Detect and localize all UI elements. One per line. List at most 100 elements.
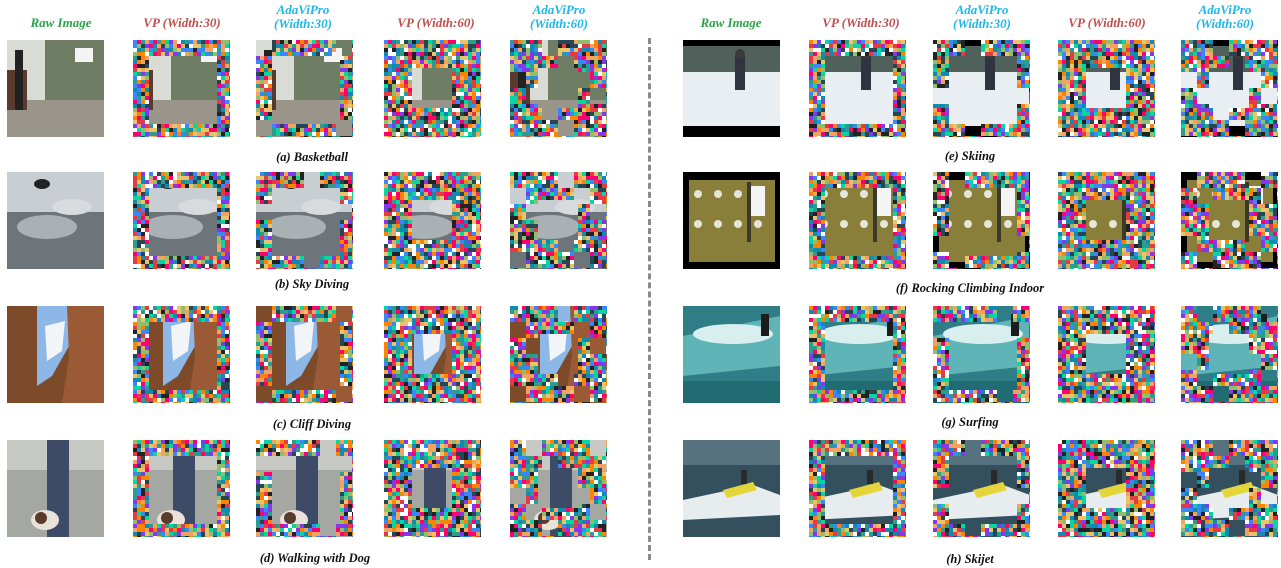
tile-walking-vp30	[133, 440, 230, 537]
tile-climbing-raw	[683, 172, 780, 269]
tile-basketball-vp60	[384, 40, 481, 137]
tile-climbing-ada30-image	[933, 172, 1030, 269]
tile-skydiving-raw-image	[7, 172, 104, 269]
tile-cliff-vp30	[133, 306, 230, 403]
tile-surfing-vp60-image	[1058, 306, 1155, 403]
header-width-label: (Width:30)	[952, 16, 1012, 31]
tile-skydiving-vp60-image	[384, 172, 481, 269]
caption-rocking-climbing-indoor: (f) Rocking Climbing Indoor	[895, 281, 1045, 295]
header-adavipro-label: AdaViPro	[532, 2, 586, 17]
tile-climbing-ada60-image	[1181, 172, 1278, 269]
tile-walking-vp60	[384, 440, 481, 537]
header-raw-image-left: Raw Image	[30, 15, 92, 30]
tile-climbing-vp60	[1058, 172, 1155, 269]
tile-skydiving-ada30-image	[256, 172, 353, 269]
tile-basketball-vp30	[133, 40, 230, 137]
tile-walking-ada30-image	[256, 440, 353, 537]
tile-skiing-ada30-image	[933, 40, 1030, 137]
tile-basketball-ada60	[510, 40, 607, 137]
tile-cliff-vp30-image	[133, 306, 230, 403]
tile-walking-ada30	[256, 440, 353, 537]
tile-skijet-vp30-image	[809, 440, 906, 537]
tile-skijet-ada30-image	[933, 440, 1030, 537]
header-vp-width60-left: VP (Width:60)	[397, 15, 475, 30]
caption-sky-diving: (b) Sky Diving	[274, 277, 350, 291]
header-vp-width60-right: VP (Width:60)	[1068, 15, 1146, 30]
header-raw-image-right: Raw Image	[700, 15, 762, 30]
tile-skiing-vp60	[1058, 40, 1155, 137]
tile-cliff-vp60	[384, 306, 481, 403]
caption-surfing: (g) Surfing	[941, 415, 999, 429]
header-adavipro-width30-right: AdaViPro (Width:30)	[927, 3, 1037, 31]
caption-skijet: (h) Skijet	[946, 552, 994, 566]
tile-walking-ada60-image	[510, 440, 607, 537]
tile-walking-raw-image	[7, 440, 104, 537]
tile-skiing-raw-image	[683, 40, 780, 137]
tile-surfing-vp30	[809, 306, 906, 403]
tile-skiing-ada60	[1181, 40, 1278, 137]
tile-skijet-ada60-image	[1181, 440, 1278, 537]
header-vp-width30-left: VP (Width:30)	[143, 15, 221, 30]
tile-climbing-vp30	[809, 172, 906, 269]
tile-walking-ada60	[510, 440, 607, 537]
tile-skydiving-vp30	[133, 172, 230, 269]
caption-basketball: (a) Basketball	[276, 150, 348, 164]
tile-skydiving-ada30	[256, 172, 353, 269]
header-adavipro-label: AdaViPro	[955, 2, 1009, 17]
tile-skiing-ada30	[933, 40, 1030, 137]
tile-surfing-ada60-image	[1181, 306, 1278, 403]
header-width-label: (Width:30)	[273, 16, 333, 31]
tile-skydiving-ada60	[510, 172, 607, 269]
tile-cliff-ada30-image	[256, 306, 353, 403]
header-adavipro-width60-right: AdaViPro (Width:60)	[1170, 3, 1280, 31]
tile-skijet-vp60-image	[1058, 440, 1155, 537]
tile-skydiving-vp60	[384, 172, 481, 269]
tile-climbing-ada60	[1181, 172, 1278, 269]
tile-basketball-vp60-image	[384, 40, 481, 137]
tile-skydiving-raw	[7, 172, 104, 269]
panel-divider	[648, 38, 651, 560]
header-adavipro-label: AdaViPro	[1198, 2, 1252, 17]
tile-skijet-raw	[683, 440, 780, 537]
tile-cliff-ada60	[510, 306, 607, 403]
header-adavipro-width30-left: AdaViPro (Width:30)	[248, 3, 358, 31]
tile-walking-raw	[7, 440, 104, 537]
tile-surfing-raw	[683, 306, 780, 403]
header-adavipro-label: AdaViPro	[276, 2, 330, 17]
tile-basketball-ada60-image	[510, 40, 607, 137]
tile-skydiving-ada60-image	[510, 172, 607, 269]
caption-skiing: (e) Skiing	[944, 149, 996, 163]
header-width-label: (Width:60)	[529, 16, 589, 31]
tile-skiing-vp30	[809, 40, 906, 137]
caption-cliff-diving: (c) Cliff Diving	[272, 417, 352, 431]
tile-skiing-raw	[683, 40, 780, 137]
tile-climbing-ada30	[933, 172, 1030, 269]
tile-surfing-ada30	[933, 306, 1030, 403]
tile-climbing-vp30-image	[809, 172, 906, 269]
tile-skijet-raw-image	[683, 440, 780, 537]
tile-basketball-ada30-image	[256, 40, 353, 137]
tile-climbing-vp60-image	[1058, 172, 1155, 269]
tile-skydiving-vp30-image	[133, 172, 230, 269]
tile-skijet-vp30	[809, 440, 906, 537]
tile-basketball-raw-image	[7, 40, 104, 137]
tile-walking-vp60-image	[384, 440, 481, 537]
tile-basketball-ada30	[256, 40, 353, 137]
tile-surfing-ada30-image	[933, 306, 1030, 403]
caption-walking-with-dog: (d) Walking with Dog	[259, 551, 371, 565]
tile-cliff-vp60-image	[384, 306, 481, 403]
tile-cliff-raw-image	[7, 306, 104, 403]
tile-skijet-ada30	[933, 440, 1030, 537]
tile-skiing-vp30-image	[809, 40, 906, 137]
header-width-label: (Width:60)	[1195, 16, 1255, 31]
tile-surfing-vp60	[1058, 306, 1155, 403]
tile-skijet-ada60	[1181, 440, 1278, 537]
tile-cliff-raw	[7, 306, 104, 403]
tile-surfing-raw-image	[683, 306, 780, 403]
tile-cliff-ada30	[256, 306, 353, 403]
tile-cliff-ada60-image	[510, 306, 607, 403]
tile-basketball-raw	[7, 40, 104, 137]
header-vp-width30-right: VP (Width:30)	[822, 15, 900, 30]
tile-walking-vp30-image	[133, 440, 230, 537]
tile-climbing-raw-image	[683, 172, 780, 269]
